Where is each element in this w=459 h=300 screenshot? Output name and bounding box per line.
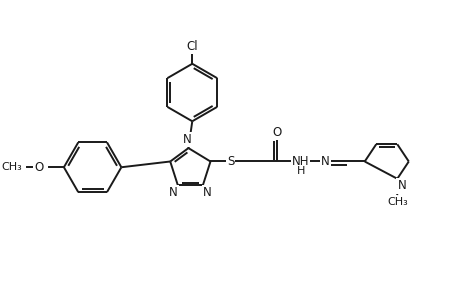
Text: CH₃: CH₃ [386, 197, 407, 207]
Text: N: N [203, 186, 212, 199]
Text: H: H [297, 166, 305, 176]
Text: N: N [397, 179, 405, 193]
Text: N: N [320, 155, 329, 168]
Text: N: N [168, 186, 177, 199]
Text: O: O [34, 161, 44, 174]
Text: NH: NH [291, 155, 308, 168]
Text: S: S [226, 155, 234, 168]
Text: N: N [183, 133, 191, 146]
Text: Cl: Cl [186, 40, 198, 53]
Text: CH₃: CH₃ [1, 162, 22, 172]
Text: O: O [271, 126, 280, 139]
